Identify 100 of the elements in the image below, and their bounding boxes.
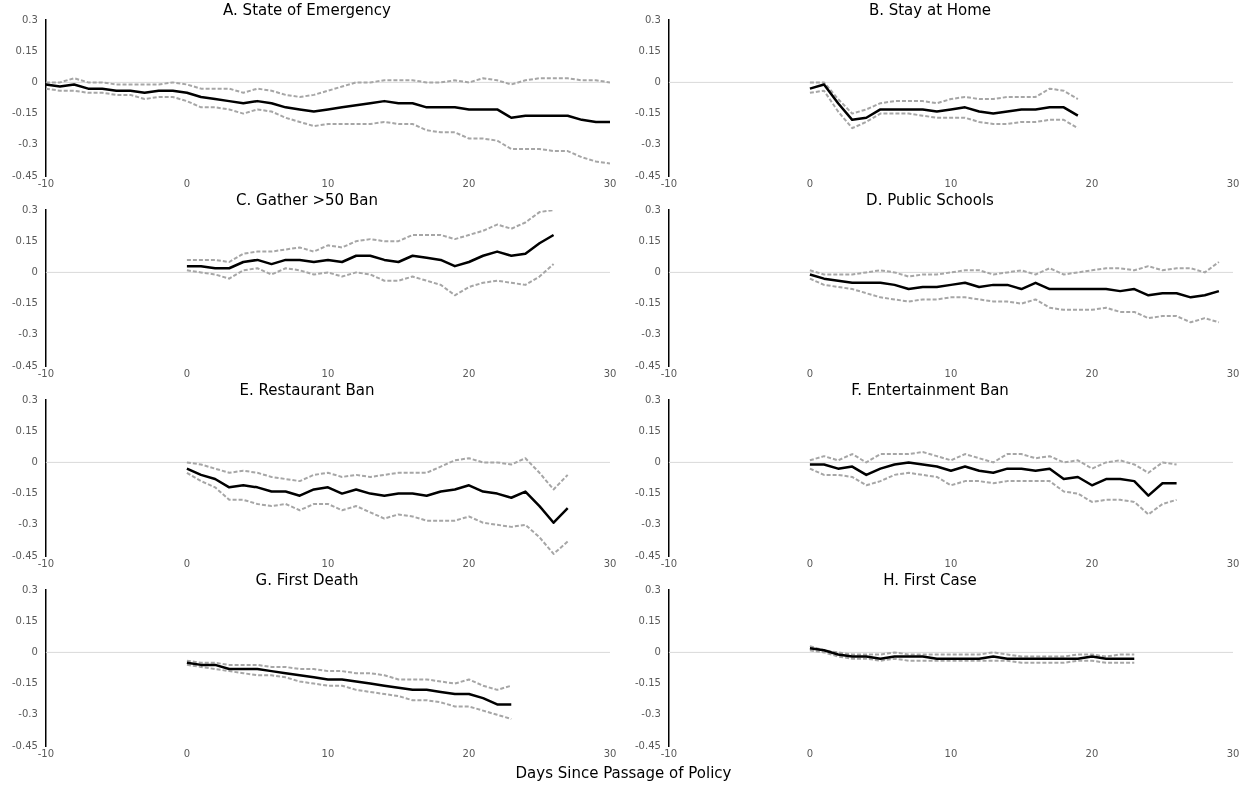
- x-tick-label: 30: [603, 747, 617, 759]
- y-tick-label: 0: [654, 455, 661, 467]
- y-tick-label: 0.3: [21, 393, 38, 405]
- y-tick-label: -0.15: [12, 677, 38, 689]
- y-tick-label: -0.45: [635, 169, 661, 181]
- y-tick-label: -0.3: [18, 708, 38, 720]
- chart-title: F. Entertainment Ban: [851, 380, 1009, 399]
- y-tick-label: 0: [654, 75, 661, 87]
- x-tick-label: -10: [37, 747, 55, 759]
- y-tick-label: -0.15: [635, 677, 661, 689]
- x-tick-label: 20: [1085, 747, 1099, 759]
- y-tick-label: -0.45: [12, 549, 38, 561]
- y-tick-label: -0.3: [641, 138, 661, 150]
- y-tick-label: 0.15: [638, 234, 661, 246]
- x-tick-label: 0: [183, 557, 191, 569]
- chart-title: G. First Death: [255, 570, 359, 589]
- y-tick-label: -0.45: [12, 739, 38, 751]
- x-tick-label: -10: [660, 557, 678, 569]
- chart-title: D. Public Schools: [866, 190, 995, 209]
- y-tick-label: -0.3: [641, 328, 661, 340]
- x-tick-label: 30: [1226, 177, 1240, 189]
- y-tick-label: 0.3: [21, 13, 38, 25]
- y-tick-label: 0.3: [644, 393, 661, 405]
- y-tick-label: -0.45: [635, 359, 661, 371]
- line-series: [185, 263, 555, 297]
- x-tick-label: -10: [660, 177, 678, 189]
- x-tick-label: 20: [1085, 557, 1099, 569]
- line-series: [808, 81, 1079, 115]
- x-tick-label: -10: [660, 367, 678, 379]
- y-tick-label: 0.15: [15, 44, 38, 56]
- y-tick-label: -0.15: [12, 107, 38, 119]
- line-series: [185, 471, 569, 555]
- x-tick-label: 30: [603, 557, 617, 569]
- x-tick-label: 0: [183, 177, 191, 189]
- y-tick-label: 0: [654, 645, 661, 657]
- y-tick-label: 0.3: [644, 203, 661, 215]
- chart-title: E. Restaurant Ban: [239, 380, 375, 399]
- y-tick-label: -0.3: [641, 518, 661, 530]
- x-tick-label: 10: [321, 177, 335, 189]
- y-tick-label: 0: [654, 265, 661, 277]
- x-tick-label: 20: [462, 747, 476, 759]
- x-tick-label: 10: [944, 367, 958, 379]
- y-tick-label: 0.15: [638, 424, 661, 436]
- chart-title: C. Gather >50 Ban: [236, 190, 378, 209]
- x-tick-label: 30: [603, 367, 617, 379]
- y-tick-label: 0: [31, 455, 38, 467]
- y-tick-label: -0.3: [18, 328, 38, 340]
- chart-title: A. State of Emergency: [223, 0, 392, 19]
- y-tick-label: -0.15: [635, 297, 661, 309]
- chart-title: H. First Case: [883, 570, 977, 589]
- line-series: [185, 659, 513, 691]
- y-tick-label: 0.15: [15, 234, 38, 246]
- line-series: [185, 457, 569, 491]
- y-tick-label: 0.15: [15, 424, 38, 436]
- x-axis-title: Days Since Passage of Policy: [514, 763, 733, 784]
- x-tick-label: 20: [1085, 367, 1099, 379]
- x-tick-label: 30: [1226, 557, 1240, 569]
- x-tick-label: 0: [806, 367, 814, 379]
- x-tick-label: 20: [462, 557, 476, 569]
- x-tick-label: 10: [944, 747, 958, 759]
- line-series: [808, 89, 1079, 130]
- line-series: [45, 87, 610, 165]
- line-series: [45, 77, 610, 98]
- y-tick-label: -0.15: [12, 487, 38, 499]
- x-tick-label: 0: [806, 557, 814, 569]
- y-tick-label: -0.15: [635, 107, 661, 119]
- y-tick-label: -0.45: [12, 359, 38, 371]
- line-series: [808, 261, 1220, 278]
- x-tick-label: -10: [37, 557, 55, 569]
- line-series: [808, 451, 1178, 474]
- x-tick-label: -10: [660, 747, 678, 759]
- x-tick-label: 0: [183, 747, 191, 759]
- x-tick-label: 10: [321, 747, 335, 759]
- x-tick-label: 30: [603, 177, 617, 189]
- y-tick-label: 0.15: [15, 614, 38, 626]
- y-tick-label: -0.45: [635, 549, 661, 561]
- x-tick-label: -10: [37, 177, 55, 189]
- x-tick-label: 10: [944, 177, 958, 189]
- y-tick-label: 0.15: [638, 44, 661, 56]
- y-tick-label: -0.3: [18, 518, 38, 530]
- line-series: [808, 649, 1136, 664]
- y-tick-label: 0.3: [644, 583, 661, 595]
- x-tick-label: 20: [462, 177, 476, 189]
- x-tick-label: 20: [1085, 177, 1099, 189]
- x-tick-label: 30: [1226, 367, 1240, 379]
- line-series: [185, 210, 555, 263]
- x-tick-label: 20: [462, 367, 476, 379]
- line-series: [808, 467, 1178, 516]
- y-tick-label: 0.3: [644, 13, 661, 25]
- y-tick-label: 0.3: [21, 203, 38, 215]
- y-tick-label: -0.15: [12, 297, 38, 309]
- x-tick-label: 0: [806, 747, 814, 759]
- x-tick-label: 10: [321, 557, 335, 569]
- y-tick-label: -0.3: [641, 708, 661, 720]
- y-tick-label: -0.45: [635, 739, 661, 751]
- chart-title: B. Stay at Home: [868, 0, 992, 19]
- y-tick-label: 0.15: [638, 614, 661, 626]
- x-tick-label: 10: [944, 557, 958, 569]
- y-tick-label: 0.3: [21, 583, 38, 595]
- y-tick-label: -0.45: [12, 169, 38, 181]
